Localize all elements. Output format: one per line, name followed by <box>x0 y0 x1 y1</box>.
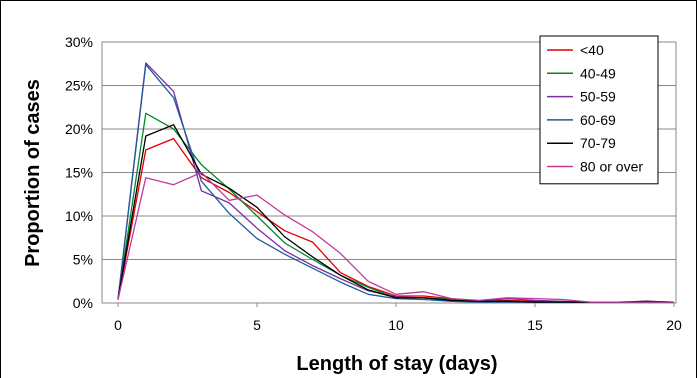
x-axis-ticks: 0 5 10 15 20 <box>114 303 682 333</box>
y-tick-label: 30% <box>65 34 93 50</box>
y-tick-label: 25% <box>65 78 93 94</box>
series-line <box>117 171 674 303</box>
x-tick-label: 0 <box>114 317 122 333</box>
legend: <40 40-49 50-59 60-69 70-79 80 or over <box>539 35 659 185</box>
x-tick-label: 10 <box>388 317 404 333</box>
series-lines <box>117 62 675 303</box>
y-tick-label: 10% <box>65 208 93 224</box>
plot-area <box>101 41 677 304</box>
y-tick-label: 20% <box>65 121 93 137</box>
legend-label: 80 or over <box>580 159 643 175</box>
y-tick-label: 15% <box>65 165 93 181</box>
x-tick-label: 20 <box>666 317 682 333</box>
x-tick-label: 5 <box>253 317 261 333</box>
y-axis-ticks: 0% 5% 10% 15% 20% 25% 30% <box>65 34 93 311</box>
legend-box <box>539 35 659 185</box>
series-line <box>117 124 675 303</box>
legend-label: 40-49 <box>580 65 616 81</box>
y-axis-title: Proportion of cases <box>22 79 44 267</box>
legend-label: 50-59 <box>580 89 616 105</box>
legend-label: <40 <box>580 42 604 58</box>
legend-label: 70-79 <box>580 135 616 151</box>
legend-label: 60-69 <box>580 112 616 128</box>
x-axis-title: Length of stay (days) <box>296 353 497 375</box>
x-tick-label: 15 <box>527 317 543 333</box>
y-tick-label: 5% <box>73 252 93 268</box>
y-tick-label: 0% <box>73 295 93 311</box>
